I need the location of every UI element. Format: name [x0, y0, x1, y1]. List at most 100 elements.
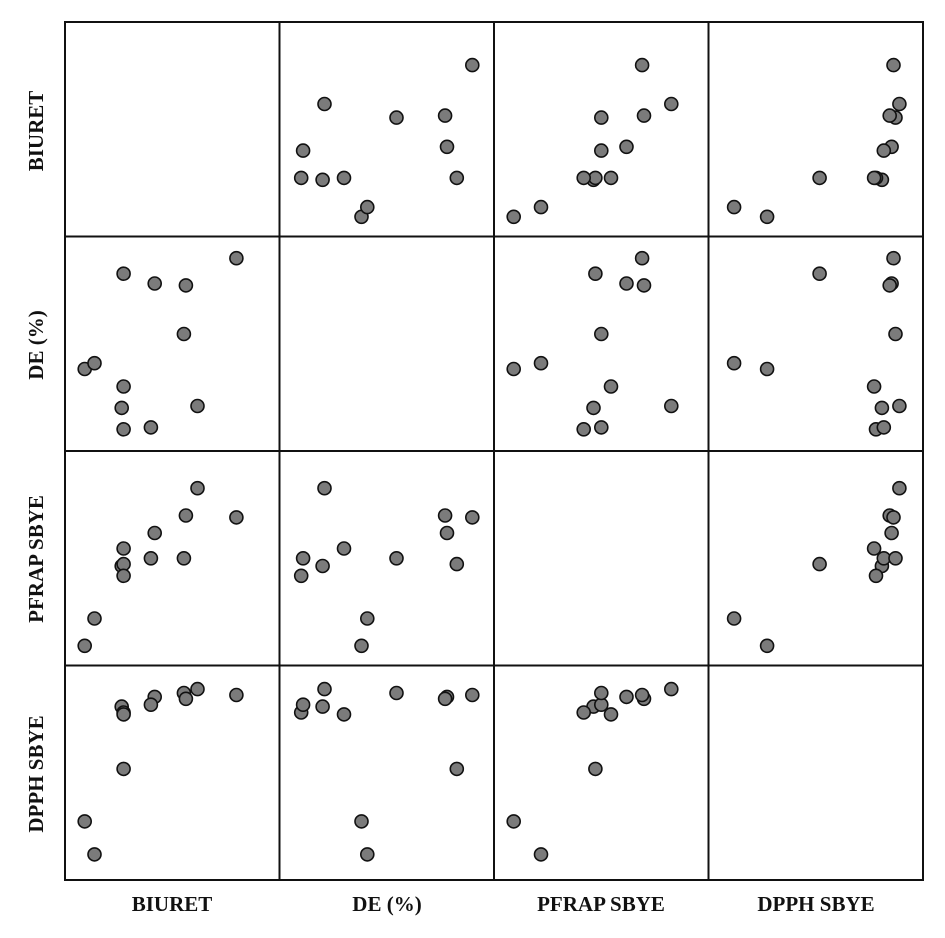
point-dpph-sbye-vs-biuret-3 [116, 761, 131, 777]
point-de-vs-pfrap-sbye-0 [506, 361, 522, 377]
point-de-vs-dpph-sbye-9 [882, 278, 898, 293]
panel-biuret-vs-pfrap-sbye [493, 21, 710, 238]
point-dpph-sbye-vs-pfrap-sbye-4 [576, 705, 592, 720]
panel-pfrap-sbye-vs-biuret [64, 450, 281, 667]
point-pfrap-sbye-vs-de-2 [315, 558, 330, 574]
panel-biuret-vs-de [278, 21, 495, 238]
point-dpph-sbye-vs-biuret-1 [87, 847, 102, 862]
point-de-vs-pfrap-sbye-6 [619, 276, 634, 291]
point-de-vs-pfrap-sbye-1 [533, 355, 549, 371]
point-pfrap-sbye-vs-de-10 [317, 480, 332, 496]
point-pfrap-sbye-vs-biuret-10 [190, 480, 205, 496]
point-biuret-vs-pfrap-sbye-4 [576, 170, 592, 186]
x-label-1: DE (%) [352, 892, 421, 916]
panel-de-vs-biuret [64, 235, 281, 452]
point-dpph-sbye-vs-pfrap-sbye-3 [588, 761, 603, 777]
points-layer [77, 57, 907, 862]
point-biuret-vs-dpph-sbye-0 [759, 209, 775, 225]
point-dpph-sbye-vs-pfrap-sbye-0 [506, 814, 522, 829]
y-label-2: PFRAP SBYE [24, 495, 48, 623]
point-de-vs-biuret-10 [190, 398, 205, 414]
point-pfrap-sbye-vs-de-5 [336, 541, 352, 556]
point-pfrap-sbye-vs-biuret-1 [87, 611, 102, 626]
point-biuret-vs-dpph-sbye-7 [876, 143, 892, 158]
point-pfrap-sbye-vs-dpph-sbye-11 [886, 510, 901, 525]
point-biuret-vs-de-1 [359, 199, 375, 215]
panel-dpph-sbye-vs-dpph-sbye [707, 664, 924, 881]
point-de-vs-pfrap-sbye-8 [593, 326, 609, 342]
point-dpph-sbye-vs-de-0 [354, 814, 369, 829]
point-biuret-vs-pfrap-sbye-1 [533, 199, 549, 215]
point-pfrap-sbye-vs-dpph-sbye-6 [884, 525, 899, 541]
point-de-vs-biuret-3 [116, 266, 131, 282]
point-biuret-vs-pfrap-sbye-10 [663, 96, 679, 112]
point-biuret-vs-de-11 [464, 57, 480, 73]
x-label-2: PFRAP SBYE [537, 892, 665, 916]
point-de-vs-pfrap-sbye-7 [593, 420, 609, 435]
point-dpph-sbye-vs-de-7 [295, 697, 311, 713]
panel-pfrap-sbye-vs-pfrap-sbye [493, 450, 710, 667]
point-de-vs-biuret-5 [116, 379, 131, 394]
point-dpph-sbye-vs-de-2 [315, 699, 330, 714]
point-pfrap-sbye-vs-de-6 [439, 525, 455, 541]
point-pfrap-sbye-vs-dpph-sbye-8 [888, 550, 903, 566]
point-pfrap-sbye-vs-de-0 [354, 638, 369, 654]
point-biuret-vs-pfrap-sbye-11 [634, 57, 650, 73]
point-pfrap-sbye-vs-de-11 [464, 510, 480, 525]
point-de-vs-biuret-8 [176, 326, 192, 342]
point-biuret-vs-de-6 [439, 139, 455, 155]
point-de-vs-dpph-sbye-10 [892, 398, 907, 414]
point-de-vs-biuret-11 [229, 250, 244, 266]
point-de-vs-biuret-7 [143, 420, 159, 435]
point-dpph-sbye-vs-de-9 [437, 691, 453, 707]
point-biuret-vs-de-10 [317, 96, 332, 112]
point-pfrap-sbye-vs-dpph-sbye-3 [812, 556, 827, 572]
point-dpph-sbye-vs-pfrap-sbye-6 [619, 689, 634, 705]
point-biuret-vs-pfrap-sbye-9 [636, 108, 652, 123]
point-dpph-sbye-vs-biuret-5 [116, 707, 131, 722]
point-dpph-sbye-vs-de-3 [449, 761, 465, 777]
point-biuret-vs-pfrap-sbye-0 [506, 209, 522, 225]
point-de-vs-dpph-sbye-7 [876, 420, 892, 435]
point-de-vs-pfrap-sbye-3 [588, 266, 603, 282]
point-de-vs-dpph-sbye-1 [726, 355, 742, 371]
x-label-0: BIURET [132, 892, 213, 916]
point-pfrap-sbye-vs-dpph-sbye-4 [868, 568, 884, 584]
point-pfrap-sbye-vs-de-4 [293, 568, 309, 584]
point-biuret-vs-dpph-sbye-10 [892, 96, 907, 112]
point-dpph-sbye-vs-de-5 [336, 707, 352, 722]
point-pfrap-sbye-vs-dpph-sbye-5 [866, 541, 882, 556]
point-dpph-sbye-vs-biuret-11 [229, 687, 244, 703]
point-biuret-vs-de-5 [336, 170, 352, 186]
point-pfrap-sbye-vs-de-1 [359, 611, 375, 626]
x-label-3: DPPH SBYE [757, 892, 874, 916]
panel-biuret-vs-biuret [64, 21, 281, 238]
point-dpph-sbye-vs-pfrap-sbye-5 [603, 707, 619, 722]
point-dpph-sbye-vs-biuret-10 [190, 681, 205, 697]
point-pfrap-sbye-vs-dpph-sbye-0 [759, 638, 775, 654]
point-dpph-sbye-vs-pfrap-sbye-11 [634, 687, 650, 703]
point-dpph-sbye-vs-pfrap-sbye-8 [593, 685, 609, 701]
point-pfrap-sbye-vs-biuret-9 [178, 508, 194, 523]
point-pfrap-sbye-vs-de-7 [295, 550, 311, 566]
point-de-vs-biuret-2 [114, 400, 129, 416]
point-de-vs-dpph-sbye-0 [759, 361, 775, 377]
panel-pfrap-sbye-vs-de [278, 450, 495, 667]
panel-de-vs-pfrap-sbye [493, 235, 710, 452]
point-de-vs-biuret-9 [178, 278, 194, 293]
y-label-3: DPPH SBYE [24, 715, 48, 832]
point-de-vs-pfrap-sbye-2 [586, 400, 601, 416]
point-biuret-vs-de-9 [437, 108, 453, 123]
point-de-vs-pfrap-sbye-5 [603, 379, 619, 394]
point-biuret-vs-dpph-sbye-9 [882, 108, 898, 123]
point-pfrap-sbye-vs-dpph-sbye-10 [892, 480, 907, 496]
y-label-0: BIURET [24, 91, 48, 172]
point-de-vs-dpph-sbye-8 [888, 326, 903, 342]
point-biuret-vs-pfrap-sbye-5 [603, 170, 619, 186]
point-pfrap-sbye-vs-biuret-5 [116, 541, 131, 556]
point-pfrap-sbye-vs-biuret-11 [229, 510, 244, 525]
point-de-vs-biuret-6 [147, 276, 162, 291]
point-pfrap-sbye-vs-biuret-4 [116, 568, 131, 584]
point-biuret-vs-dpph-sbye-3 [812, 170, 827, 186]
point-biuret-vs-de-2 [315, 172, 330, 188]
